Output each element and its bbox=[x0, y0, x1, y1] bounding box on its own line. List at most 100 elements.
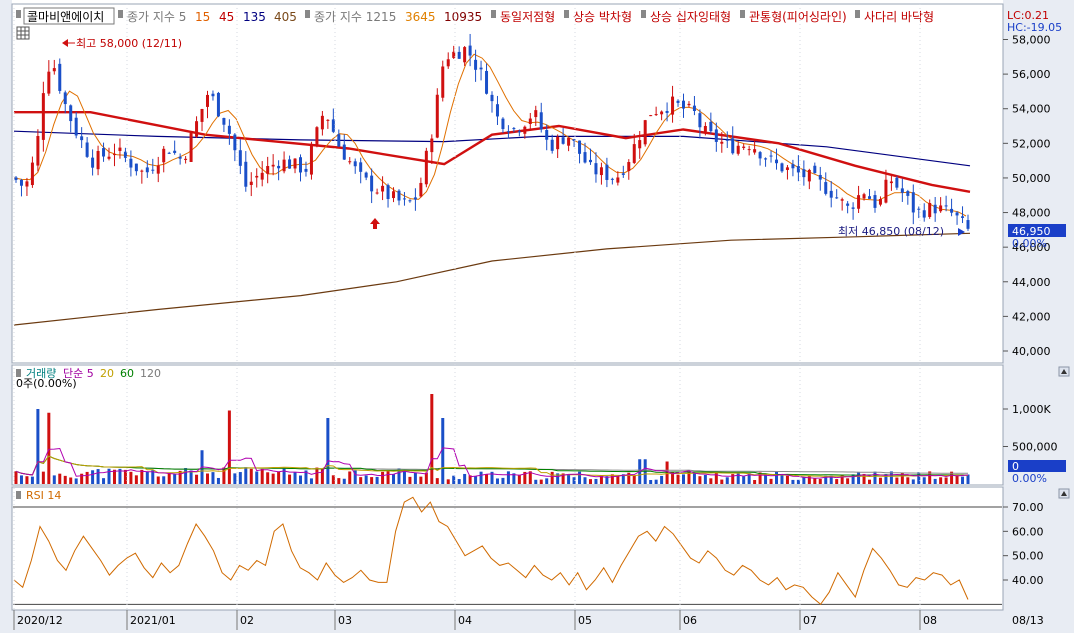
candle-body bbox=[720, 141, 724, 144]
candle-body bbox=[359, 162, 363, 172]
volume-bar bbox=[698, 476, 702, 484]
price-panel[interactable] bbox=[11, 3, 1004, 364]
candle-body bbox=[271, 164, 275, 167]
current-price: 46,950 bbox=[1012, 225, 1051, 238]
volume-bar bbox=[539, 479, 543, 484]
volume-bar bbox=[556, 473, 560, 484]
volume-legend-item[interactable]: 단순 5 bbox=[63, 367, 94, 380]
volume-bar bbox=[430, 394, 434, 484]
volume-tick-label: 1,000K bbox=[1012, 403, 1051, 416]
candle-body bbox=[435, 94, 439, 138]
volume-legend-item[interactable]: 거래량 bbox=[26, 367, 56, 380]
volume-bar bbox=[435, 478, 439, 484]
candle-body bbox=[588, 159, 592, 163]
volume-bar bbox=[676, 474, 680, 484]
candle-body bbox=[485, 70, 489, 94]
candle-body bbox=[375, 192, 379, 194]
legend-item[interactable]: 10935 bbox=[444, 10, 482, 24]
legend-item[interactable]: 135 bbox=[243, 10, 266, 24]
candle-body bbox=[851, 207, 855, 209]
candle-body bbox=[205, 94, 209, 107]
volume-bar bbox=[791, 479, 795, 484]
volume-bar bbox=[966, 474, 970, 484]
rsi-panel[interactable] bbox=[11, 486, 1004, 611]
volume-bar bbox=[205, 473, 209, 484]
candle-body bbox=[599, 167, 603, 176]
candle-body bbox=[517, 131, 521, 133]
candle-body bbox=[320, 115, 324, 130]
candle-body bbox=[780, 163, 784, 172]
legend-item[interactable]: 상승 박차형 bbox=[573, 10, 632, 24]
volume-legend-item[interactable]: 60 bbox=[120, 367, 134, 380]
rsi-tick-label: 70.00 bbox=[1012, 501, 1044, 514]
candle-body bbox=[534, 110, 538, 118]
volume-bar bbox=[364, 475, 368, 484]
candle-body bbox=[731, 138, 735, 154]
volume-bar bbox=[572, 477, 576, 484]
candle-body bbox=[681, 100, 685, 109]
candle-body bbox=[244, 161, 248, 187]
price-tick-label: 50,000 bbox=[1012, 172, 1051, 185]
volume-bar bbox=[249, 468, 253, 484]
candle-body bbox=[348, 161, 352, 163]
volume-bar bbox=[534, 479, 538, 484]
candle-body bbox=[364, 172, 368, 178]
volume-bar bbox=[955, 474, 959, 484]
volume-bar bbox=[588, 479, 592, 484]
candle-body bbox=[173, 150, 177, 153]
candle-body bbox=[80, 136, 84, 141]
volume-ma-lines bbox=[15, 447, 969, 479]
volume-bar bbox=[605, 476, 609, 484]
candle-body bbox=[14, 177, 18, 180]
price-legend: 콜마비앤에이치 종가 지수 5 15 45 135 405 종가 지수 1215 3645 1… bbox=[16, 7, 934, 25]
volume-bar bbox=[299, 475, 303, 484]
legend-item[interactable]: 3645 bbox=[405, 10, 436, 24]
candle-body bbox=[370, 175, 374, 192]
candle-body bbox=[195, 121, 199, 137]
candle-body bbox=[490, 94, 494, 102]
legend-item[interactable]: 상승 십자잉태형 bbox=[650, 10, 731, 24]
legend-item[interactable]: 405 bbox=[274, 10, 297, 24]
volume-bar bbox=[413, 472, 417, 484]
volume-bar bbox=[195, 474, 199, 484]
rsi-tick-label: 40.00 bbox=[1012, 574, 1044, 587]
candle-body bbox=[501, 118, 505, 130]
candle-body bbox=[660, 111, 664, 115]
stock-name-box[interactable] bbox=[23, 7, 115, 25]
volume-bar bbox=[271, 473, 275, 484]
legend-marker bbox=[564, 10, 569, 18]
volume-bar bbox=[654, 479, 658, 484]
rsi-panel-scroll-up-icon[interactable] bbox=[1058, 488, 1070, 499]
x-axis-label: 2021/01 bbox=[130, 614, 176, 627]
legend-item[interactable]: 15 bbox=[195, 10, 210, 24]
legend-item[interactable]: 동일저점형 bbox=[500, 10, 555, 24]
volume-bar bbox=[961, 476, 965, 484]
volume-bars bbox=[14, 394, 970, 484]
volume-bar bbox=[900, 472, 904, 484]
candle-body bbox=[392, 191, 396, 199]
volume-bar bbox=[107, 468, 111, 484]
price-tick-label: 58,000 bbox=[1012, 34, 1051, 47]
grid-table-icon[interactable] bbox=[16, 26, 30, 40]
price-tick-label: 46,000 bbox=[1012, 241, 1051, 254]
volume-bar bbox=[561, 473, 565, 484]
volume-bar bbox=[233, 473, 237, 484]
legend-item[interactable]: 사다리 바닥형 bbox=[864, 10, 934, 24]
x-axis-label: 02 bbox=[240, 614, 254, 627]
volume-panel[interactable] bbox=[11, 364, 1004, 486]
volume-current-tag: 0 0.00% bbox=[1008, 460, 1066, 485]
candle-body bbox=[868, 196, 872, 199]
volume-bar bbox=[216, 477, 220, 484]
candle-body bbox=[102, 148, 106, 157]
legend-item[interactable]: 관통형(피어싱라인) bbox=[749, 10, 847, 24]
volume-legend-item[interactable]: 20 bbox=[100, 367, 114, 380]
volume-bar bbox=[731, 474, 735, 484]
legend-item[interactable]: 45 bbox=[219, 10, 234, 24]
legend-item[interactable]: 종가 지수 1215 bbox=[314, 10, 396, 24]
volume-bar bbox=[178, 470, 182, 484]
volume-panel-scroll-up-icon[interactable] bbox=[1058, 366, 1070, 377]
volume-bar bbox=[851, 474, 855, 484]
candle-body bbox=[315, 127, 319, 146]
legend-item[interactable]: 종가 지수 5 bbox=[127, 10, 186, 24]
volume-legend-item[interactable]: 120 bbox=[140, 367, 161, 380]
